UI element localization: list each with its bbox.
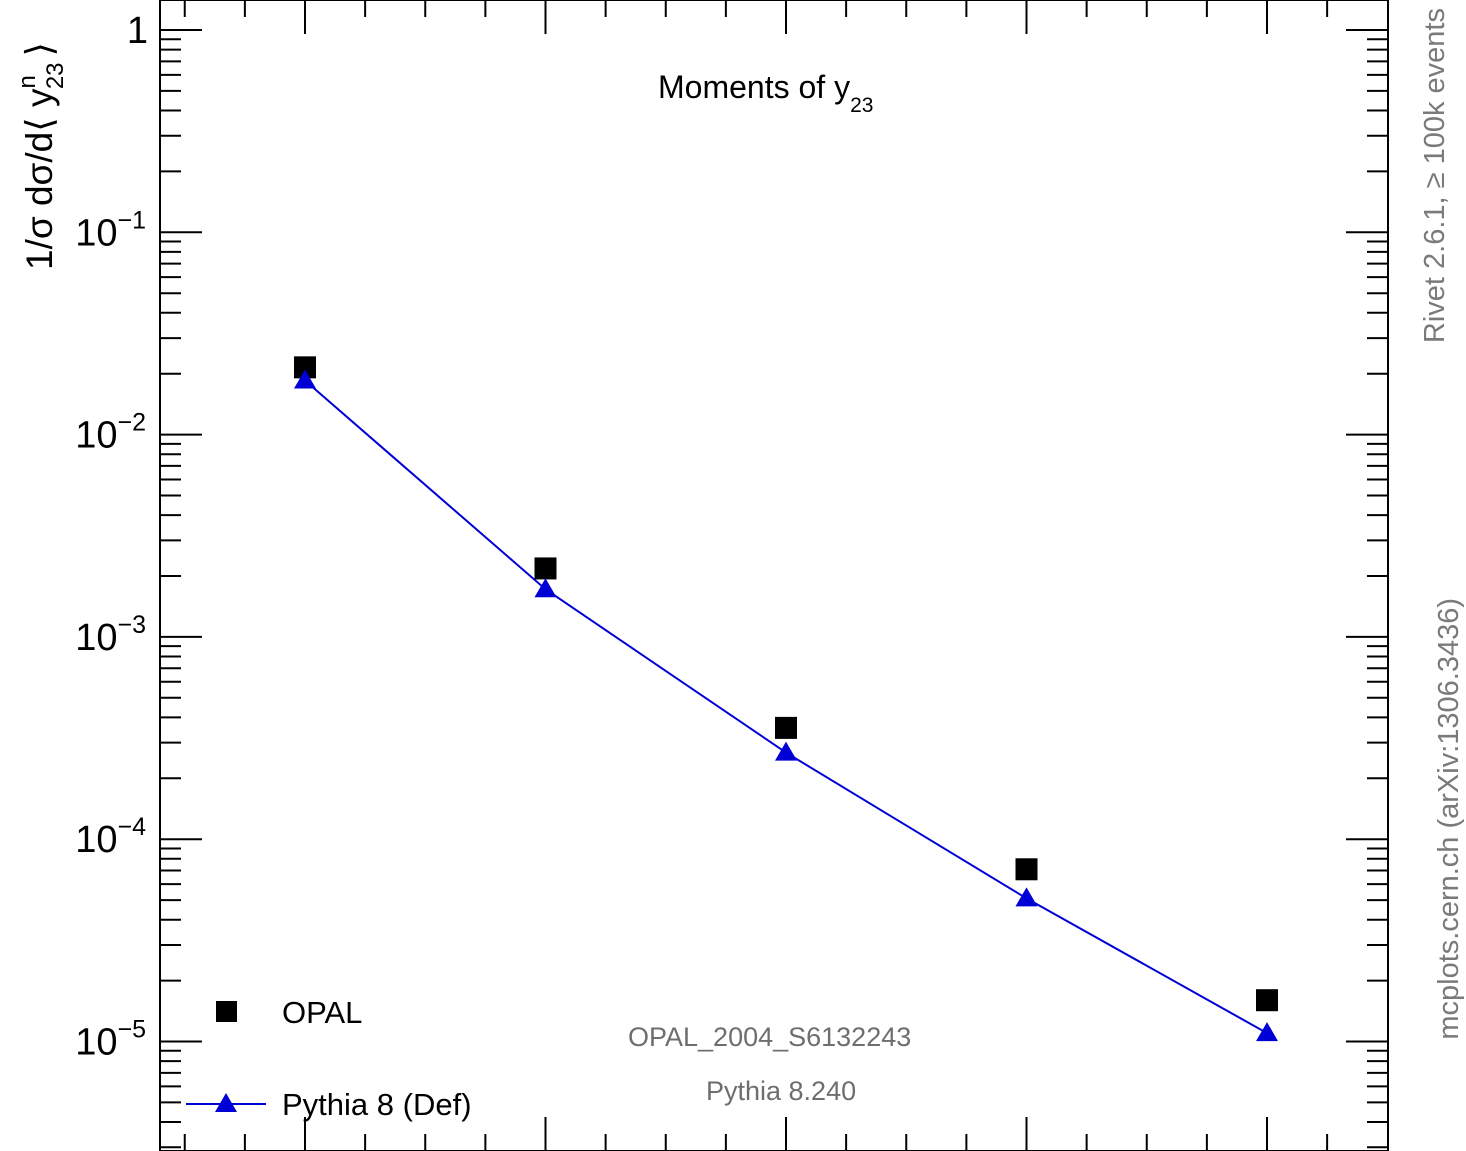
- pythia-point: [294, 369, 316, 389]
- y-axis-label-sup: n: [14, 75, 41, 88]
- legend-pythia-marker: [215, 1093, 237, 1112]
- mcplots-label: mcplots.cern.ch (arXiv:1306.3436): [1433, 598, 1465, 1040]
- opal-point: [534, 557, 557, 580]
- y-tick-label: 10−1: [75, 206, 146, 254]
- series-layer: [294, 356, 1278, 1042]
- y-axis-label-suffix: ⟩: [19, 42, 60, 56]
- opal-point: [1015, 858, 1038, 881]
- y-tick-labels: 1 10−1 10−2 10−3 10−4 10−5: [75, 10, 148, 1064]
- generator-label: Pythia 8.240: [706, 1076, 856, 1106]
- legend: OPAL Pythia 8 (Def): [186, 995, 472, 1122]
- tick-marks: [160, 0, 1388, 1151]
- pythia-point: [775, 741, 797, 761]
- pythia-point: [534, 578, 557, 598]
- legend-opal-label: OPAL: [282, 995, 362, 1030]
- chart-title-main: Moments of y: [658, 69, 850, 105]
- chart-title: Moments of y23: [658, 69, 873, 117]
- plot-frame: [159, 0, 1389, 1151]
- opal-point: [1256, 989, 1278, 1012]
- opal-point: [294, 356, 316, 379]
- y-axis-label-sub: 23: [42, 62, 69, 89]
- y-tick-label: 10−4: [75, 813, 146, 861]
- chart-title-sub: 23: [850, 94, 873, 117]
- analysis-label: OPAL_2004_S6132243: [628, 1022, 911, 1052]
- opal-point: [775, 716, 797, 739]
- y-tick-label: 1: [127, 10, 148, 52]
- pythia-point: [1256, 1022, 1278, 1042]
- series-line: [304, 379, 1268, 1034]
- y-axis-label-prefix: 1/σ dσ/d⟨ y: [19, 88, 60, 270]
- y-axis-label: 1/σ dσ/d⟨ yn23 ⟩: [14, 42, 69, 270]
- pythia-point: [1015, 887, 1038, 907]
- y-tick-label: 10−5: [75, 1016, 146, 1064]
- rivet-label: Rivet 2.6.1, ≥ 100k events: [1419, 8, 1451, 343]
- legend-pythia-label: Pythia 8 (Def): [282, 1087, 472, 1122]
- y-tick-label: 10−3: [75, 611, 146, 659]
- legend-opal-marker: [216, 1001, 237, 1022]
- y-tick-label: 10−2: [75, 409, 146, 457]
